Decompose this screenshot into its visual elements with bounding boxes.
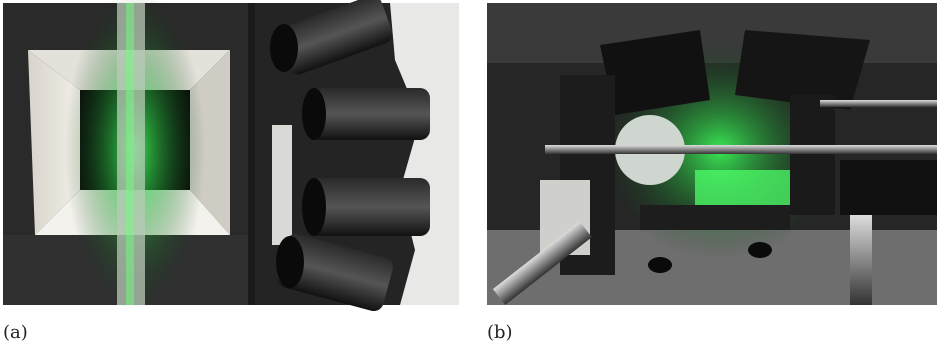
figure: (a) (b): [0, 0, 940, 350]
caption-a: (a): [3, 322, 28, 343]
photo-a: [3, 0, 459, 313]
photo-b: [487, 3, 937, 305]
photos: [0, 0, 940, 350]
caption-b: (b): [487, 322, 513, 343]
